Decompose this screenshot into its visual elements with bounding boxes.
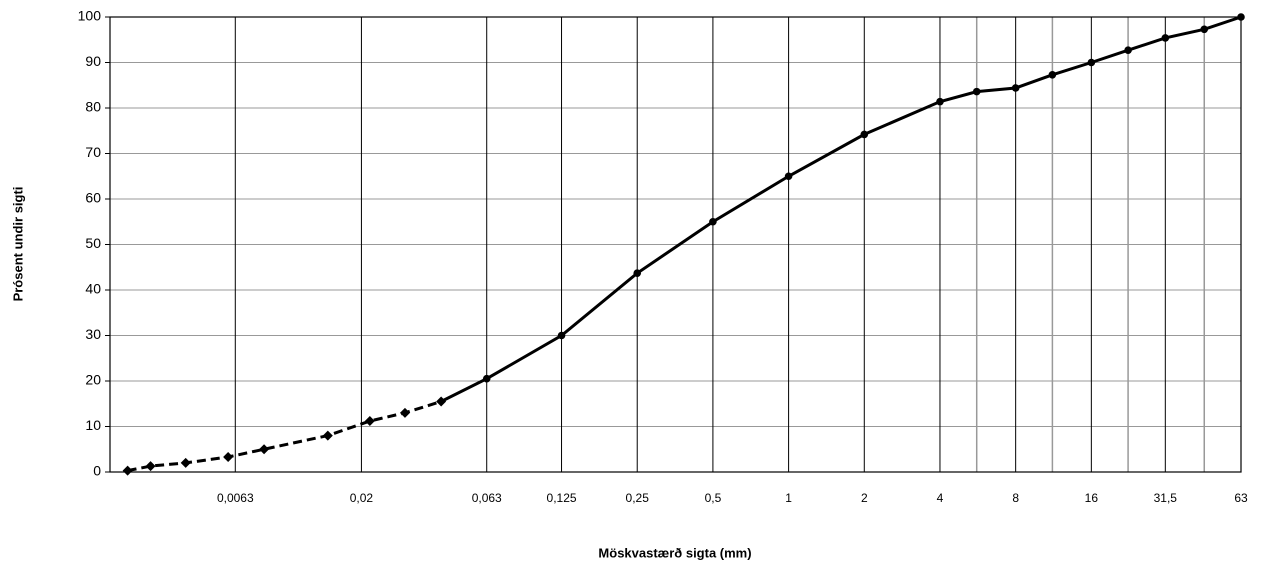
point	[860, 130, 869, 139]
point	[784, 172, 793, 181]
point	[322, 430, 333, 441]
y-tick-label: 60	[85, 190, 101, 206]
x-tick-label: 0,02	[350, 491, 374, 505]
y-tick-label: 100	[78, 8, 102, 24]
y-tick-label: 0	[93, 463, 101, 479]
point	[145, 461, 156, 472]
y-tick-label: 80	[85, 99, 101, 115]
x-tick-label: 31,5	[1154, 491, 1178, 505]
series-line	[127, 400, 442, 473]
y-tick-label: 50	[85, 235, 101, 251]
y-tick-label: 70	[85, 144, 101, 160]
point	[1011, 84, 1020, 92]
point	[1237, 13, 1245, 21]
y-axis-label: Prósent undir sigti	[10, 187, 25, 302]
point	[936, 97, 944, 106]
point	[557, 331, 566, 340]
point	[399, 407, 410, 418]
x-tick-label: 0,5	[705, 491, 722, 505]
x-tick-label: 0,125	[547, 491, 577, 505]
point	[1161, 34, 1170, 42]
x-tick-label: 8	[1012, 491, 1019, 505]
x-tick-label: 0,25	[626, 491, 650, 505]
point	[633, 269, 642, 277]
x-axis-label: Möskvastærð sigta (mm)	[598, 545, 751, 560]
point	[180, 457, 191, 468]
point	[972, 87, 981, 96]
series-connector	[440, 377, 488, 403]
point	[1087, 58, 1096, 67]
point	[122, 465, 133, 476]
point	[709, 217, 717, 226]
x-tick-label: 63	[1234, 491, 1248, 505]
point	[1048, 70, 1057, 79]
x-tick-label: 2	[861, 491, 868, 505]
point	[259, 444, 270, 455]
point	[436, 396, 447, 407]
point	[223, 451, 234, 462]
x-tick-label: 1	[785, 491, 792, 505]
point	[1124, 46, 1132, 55]
y-tick-label: 20	[85, 372, 101, 388]
x-tick-label: 4	[937, 491, 944, 505]
x-tick-label: 0,063	[472, 491, 502, 505]
y-tick-label: 40	[85, 281, 101, 297]
y-tick-label: 30	[85, 326, 101, 342]
x-tick-label: 16	[1085, 491, 1099, 505]
plot-frame	[109, 16, 1242, 473]
point	[482, 374, 491, 383]
x-tick-label: 0,0063	[217, 491, 254, 505]
point	[364, 416, 375, 427]
y-tick-label: 10	[85, 417, 101, 433]
point	[1200, 25, 1209, 34]
y-tick-label: 90	[85, 53, 101, 69]
